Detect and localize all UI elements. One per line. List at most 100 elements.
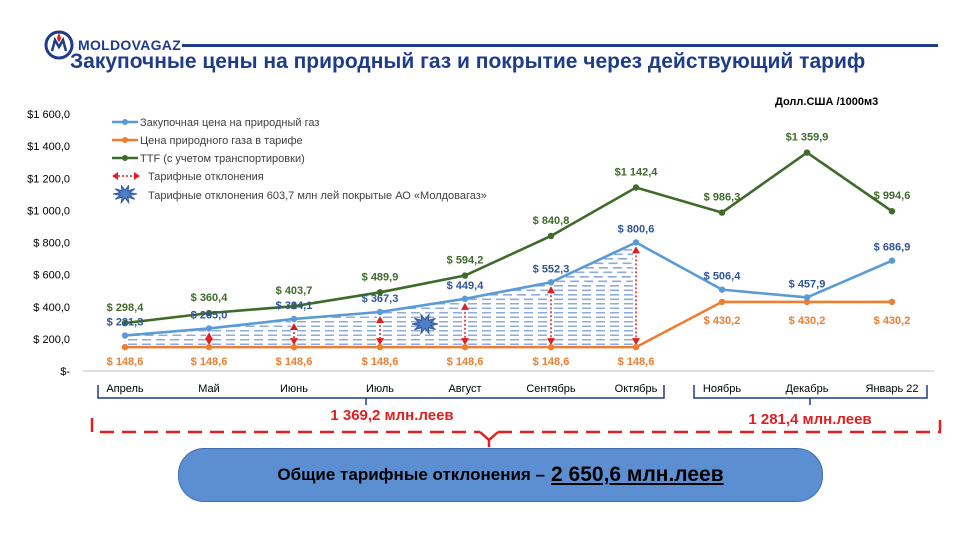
ttf-line-point: [205, 309, 213, 317]
header-rule: [182, 44, 938, 47]
tariff-line-point: [632, 343, 640, 351]
tariff-data-label: $ 430,2: [874, 315, 911, 327]
y-tick-label: $1 200,0: [27, 173, 70, 185]
purchase-data-label: $ 686,9: [874, 242, 911, 254]
deviation-arrow-head: [547, 338, 555, 346]
ttf-line-point: [547, 232, 555, 240]
page-title: Закупочные цены на природный газ и покры…: [70, 50, 866, 73]
deviation-arrow-head: [205, 338, 213, 346]
deviation-arrow-head: [632, 246, 640, 254]
ttf-data-label: $ 594,2: [447, 255, 484, 267]
purchase-line-point: [547, 279, 555, 286]
tariff-line-point: [718, 298, 726, 306]
deviation-arrow-head: [461, 338, 469, 346]
legend-purchase-swatch-marker: [122, 119, 128, 125]
purchase-data-label: $ 367,3: [362, 293, 399, 305]
y-tick-label: $1 400,0: [27, 141, 70, 153]
tariff-data-label: $ 148,6: [107, 356, 144, 368]
total-brace-left: [90, 418, 480, 434]
ttf-data-label: $ 403,7: [276, 285, 313, 297]
ttf-data-label: $ 489,9: [362, 271, 399, 283]
purchase-data-label: $ 324,1: [276, 300, 313, 312]
purchase-data-label: $ 265,0: [191, 309, 228, 321]
total-deviation-box: Общие тарифные отклонения – 2 650,6 млн.…: [178, 448, 823, 502]
x-tick-label: Октябрь: [615, 383, 658, 395]
deviation-arrow-head: [376, 316, 384, 324]
purchase-line: [124, 240, 893, 337]
ttf-data-label: $1 359,9: [786, 132, 829, 144]
purchase-line-point: [290, 315, 298, 323]
y-tick-label: $ 600,0: [33, 270, 70, 282]
purchase-data-label: $ 552,3: [533, 263, 570, 275]
legend-ttf-swatch-marker: [122, 155, 128, 161]
tariff-data-label: $ 430,2: [704, 315, 741, 327]
tariff-line-point: [461, 343, 469, 351]
legend-deviation-arrow-head: [134, 172, 140, 180]
group-total-label: 1 281,4 млн.леев: [748, 411, 871, 428]
purchase-line-point: [121, 332, 129, 339]
tariff-line-point: [376, 343, 384, 351]
tariff-line: [125, 300, 892, 349]
deviation-arrow-head: [290, 338, 298, 346]
tariff-data-label: $ 148,6: [447, 356, 484, 368]
deviation-arrow-head: [461, 302, 469, 310]
ttf-line-point: [121, 319, 129, 327]
ttf-data-label: $ 986,3: [704, 192, 741, 204]
total-value: 2 650,6 млн.леев: [551, 463, 724, 486]
ttf-line-point: [290, 302, 298, 310]
tariff-line-point: [547, 343, 555, 351]
legend-tariff-swatch-marker: [122, 137, 128, 143]
y-tick-label: $-: [60, 366, 70, 378]
deviation-arrow-head: [376, 338, 384, 346]
purchase-line-point: [205, 325, 213, 332]
ttf-data-label: $1 142,4: [615, 167, 659, 179]
legend-label: Тарифные отклонения: [148, 171, 264, 183]
deviation-arrow-head: [290, 322, 298, 330]
x-tick-label: Январь 22: [866, 383, 919, 395]
ttf-line-point: [718, 209, 726, 216]
logo: MOLDOVAGAZ: [44, 30, 181, 60]
tariff-line-point: [888, 298, 896, 306]
tariff-data-label: $ 148,6: [618, 356, 655, 368]
legend-burst-swatch: [112, 185, 138, 205]
y-tick-label: $1 000,0: [27, 205, 70, 217]
y-tick-label: $1 600,0: [27, 109, 70, 121]
logo-text: MOLDOVAGAZ: [78, 37, 182, 53]
group-total-label: 1 369,2 млн.леев: [330, 407, 453, 424]
tariff-data-label: $ 148,6: [276, 356, 313, 368]
legend-label: Тарифные отклонения 603,7 млн лей покрыт…: [148, 190, 487, 202]
tariff-data-label: $ 430,2: [789, 315, 826, 327]
ttf-data-label: $ 360,4: [191, 292, 229, 304]
legend-label: TTF (с учетом транспортировки): [140, 153, 305, 165]
x-tick-label: Июль: [366, 383, 394, 395]
x-tick-label: Сентябрь: [526, 383, 576, 395]
y-tick-label: $ 200,0: [33, 334, 70, 346]
purchase-data-label: $ 449,4: [447, 280, 485, 292]
x-tick-label: Апрель: [106, 383, 144, 395]
unit-label: Долл.США /1000м3: [775, 96, 879, 108]
deviation-arrow-head: [547, 286, 555, 294]
ttf-line-point: [461, 272, 469, 279]
tariff-line-point: [205, 343, 213, 351]
ttf-data-label: $ 840,8: [533, 215, 570, 227]
ttf-line-point: [632, 184, 640, 191]
deviation-arrow-head: [205, 332, 213, 340]
total-prefix: Общие тарифные отклонения –: [277, 465, 546, 484]
total-brace-point: [479, 431, 499, 447]
x-tick-label: Июнь: [280, 383, 308, 395]
tariff-line-point: [803, 298, 811, 306]
total-brace-right: [498, 418, 942, 434]
purchase-data-label: $ 221,3: [107, 316, 144, 328]
purchase-line-point: [888, 257, 896, 264]
x-tick-label: Август: [448, 383, 481, 395]
y-tick-label: $ 400,0: [33, 302, 70, 314]
purchase-line-point: [376, 308, 384, 316]
ttf-line: [124, 150, 893, 325]
bracket-apr-oct: [97, 385, 665, 399]
x-tick-label: Ноябрь: [703, 383, 741, 395]
tariff-line-point: [290, 343, 298, 351]
tariff-line-point: [121, 343, 129, 351]
purchase-data-label: $ 457,9: [789, 278, 826, 290]
legend-label: Цена природного газа в тарифе: [140, 135, 303, 147]
